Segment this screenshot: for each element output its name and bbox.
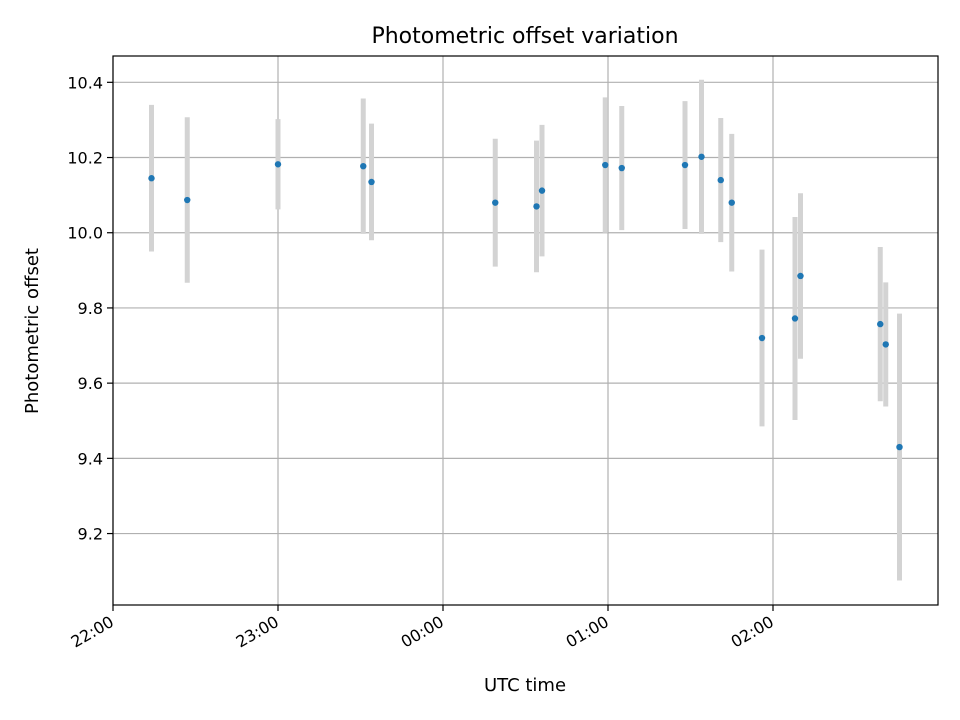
data-point — [148, 175, 155, 182]
y-tick-label: 9.6 — [78, 374, 103, 393]
x-axis-label: UTC time — [484, 675, 566, 696]
data-point — [492, 199, 499, 206]
data-point — [717, 176, 724, 184]
data-point — [368, 178, 375, 186]
data-point — [538, 187, 546, 194]
chart-title: Photometric offset variation — [371, 24, 678, 49]
y-tick-label: 10.0 — [67, 224, 103, 243]
data-point — [896, 443, 903, 451]
data-point — [618, 164, 625, 172]
data-point — [698, 153, 705, 160]
data-point — [797, 272, 804, 280]
data-points — [148, 153, 903, 451]
y-tick-label: 10.4 — [67, 73, 103, 92]
data-point — [791, 315, 799, 322]
y-tick-label: 9.2 — [78, 525, 103, 544]
plot-frame — [112, 55, 939, 606]
y-axis-ticks: 9.2 9.4 9.6 9.8 10.0 10.2 10.4 — [67, 73, 113, 544]
data-point — [877, 320, 884, 328]
data-point — [184, 196, 191, 204]
data-point — [728, 199, 735, 206]
y-tick-label: 9.4 — [78, 449, 103, 468]
data-point — [758, 334, 766, 342]
y-tick-label: 10.2 — [67, 149, 103, 168]
data-point — [882, 341, 889, 348]
data-point — [360, 162, 367, 170]
y-tick-label: 9.8 — [78, 299, 103, 318]
data-point — [602, 161, 609, 169]
data-point — [681, 161, 689, 169]
y-axis-label: Photometric offset — [22, 248, 43, 414]
data-point — [533, 203, 540, 210]
data-point — [274, 161, 282, 168]
